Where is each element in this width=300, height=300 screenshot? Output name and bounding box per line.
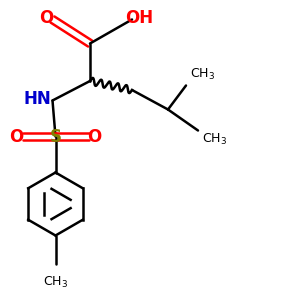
Text: CH$_3$: CH$_3$ (202, 132, 228, 147)
Text: OH: OH (125, 9, 154, 27)
Text: HN: HN (23, 90, 51, 108)
Text: S: S (50, 128, 61, 146)
Text: CH$_3$: CH$_3$ (43, 274, 68, 290)
Text: O: O (39, 9, 54, 27)
Text: O: O (87, 128, 102, 146)
Text: CH$_3$: CH$_3$ (190, 68, 216, 82)
Text: O: O (9, 128, 24, 146)
